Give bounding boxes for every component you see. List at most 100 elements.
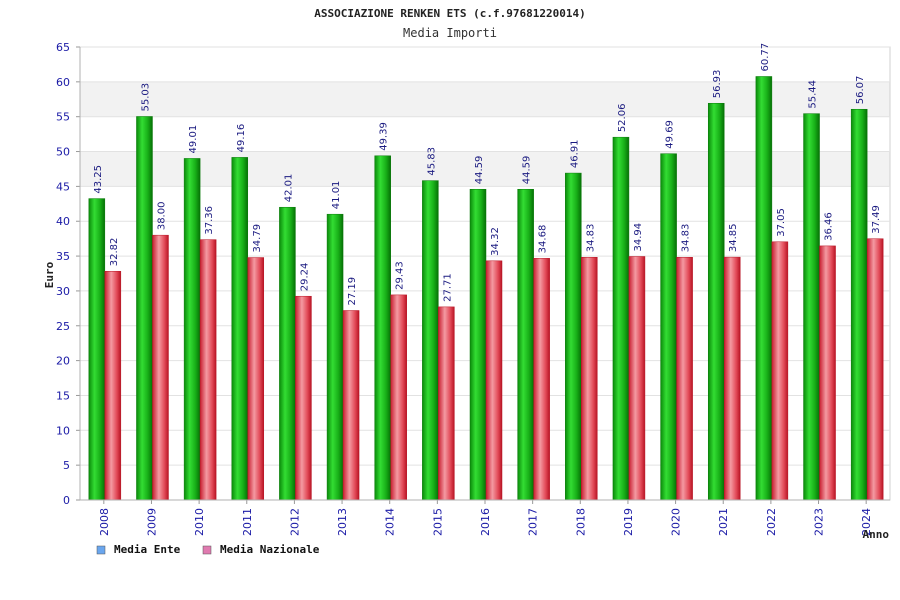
bar-media-ente-2012 xyxy=(279,206,296,501)
value-label-media-ente-2011: 49.16 xyxy=(236,124,247,153)
value-label-media-ente-2020: 49.69 xyxy=(665,120,676,149)
x-tick-label-2020: 2020 xyxy=(670,508,683,536)
legend: Media Ente Media Nazionale xyxy=(96,543,320,556)
x-tick-label-2010: 2010 xyxy=(193,508,206,536)
y-tick-label: 50 xyxy=(56,146,70,159)
bar-media-nazionale-2018 xyxy=(581,257,598,501)
value-label-media-nazionale-2016: 34.32 xyxy=(490,227,501,256)
value-label-media-nazionale-2022: 37.05 xyxy=(776,208,787,237)
legend-swatch-media-nazionale xyxy=(202,545,212,555)
chart-subtitle: Media Importi xyxy=(403,26,497,40)
bar-media-ente-2018 xyxy=(565,172,582,501)
x-tick-label-2011: 2011 xyxy=(241,508,254,536)
value-labels: 43.25 32.82 55.03 38.00 49.01 37.36 49.16 34.79… xyxy=(93,43,882,306)
value-label-media-nazionale-2018: 34.83 xyxy=(585,224,596,253)
value-label-media-ente-2015: 45.83 xyxy=(426,147,437,176)
value-label-media-ente-2008: 43.25 xyxy=(93,165,104,194)
bar-media-ente-2017 xyxy=(517,188,534,501)
x-tick-label-2008: 2008 xyxy=(98,508,111,536)
x-tick-label-2022: 2022 xyxy=(765,508,778,536)
y-tick-label: 5 xyxy=(63,459,70,472)
y-tick-label: 35 xyxy=(56,250,70,263)
bars xyxy=(88,76,884,501)
x-axis-ticks: 2008 2009 2010 2011 2012 2013 2014 2015 2016 2017… xyxy=(98,500,873,536)
value-label-media-nazionale-2012: 29.24 xyxy=(299,263,310,292)
legend-label-media-ente: Media Ente xyxy=(114,543,181,556)
value-label-media-ente-2024: 56.07 xyxy=(855,76,866,105)
bar-media-nazionale-2017 xyxy=(533,258,550,501)
x-tick-label-2018: 2018 xyxy=(574,508,587,536)
bar-media-ente-2024 xyxy=(850,108,868,501)
grid-band xyxy=(80,81,890,117)
value-label-media-ente-2019: 52.06 xyxy=(617,104,628,133)
bar-media-nazionale-2019 xyxy=(628,256,646,501)
value-label-media-nazionale-2009: 38.00 xyxy=(156,202,167,231)
bar-media-nazionale-2012 xyxy=(295,295,312,501)
bar-media-nazionale-2013 xyxy=(342,310,360,501)
y-tick-label: 55 xyxy=(56,111,70,124)
y-axis-ticks: 0 5 10 15 20 25 30 35 40 45 50 55 60 65 xyxy=(56,41,80,507)
value-label-media-nazionale-2008: 32.82 xyxy=(109,238,120,267)
value-label-media-nazionale-2017: 34.68 xyxy=(538,225,549,254)
bar-media-ente-2023 xyxy=(803,113,820,501)
value-label-media-nazionale-2010: 37.36 xyxy=(204,206,215,235)
bar-media-nazionale-2009 xyxy=(152,234,169,501)
y-axis-label: Euro xyxy=(43,261,56,288)
bar-media-nazionale-2010 xyxy=(199,239,217,501)
y-tick-label: 65 xyxy=(56,41,70,54)
x-tick-label-2012: 2012 xyxy=(288,508,301,536)
value-label-media-ente-2010: 49.01 xyxy=(188,125,199,154)
bar-media-ente-2021 xyxy=(707,102,725,501)
legend-swatch-media-ente xyxy=(96,545,106,555)
bar-media-ente-2009 xyxy=(136,116,153,501)
value-label-media-nazionale-2014: 29.43 xyxy=(395,261,406,290)
value-label-media-ente-2021: 56.93 xyxy=(712,70,723,99)
bar-media-nazionale-2022 xyxy=(771,241,789,501)
bar-media-nazionale-2016 xyxy=(485,260,503,501)
value-label-media-nazionale-2023: 36.46 xyxy=(824,212,835,241)
bar-media-ente-2010 xyxy=(183,158,201,501)
y-tick-label: 25 xyxy=(56,320,70,333)
value-label-media-ente-2012: 42.01 xyxy=(283,174,294,203)
value-label-media-ente-2022: 60.77 xyxy=(760,43,771,72)
value-label-media-ente-2023: 55.44 xyxy=(808,80,819,109)
bar-media-ente-2016 xyxy=(469,188,487,501)
value-label-media-ente-2009: 55.03 xyxy=(140,83,151,112)
bar-media-ente-2022 xyxy=(755,76,773,501)
bar-media-nazionale-2014 xyxy=(390,294,407,501)
x-tick-label-2009: 2009 xyxy=(145,508,158,536)
y-tick-label: 10 xyxy=(56,424,70,437)
grid-band xyxy=(80,151,890,187)
bar-media-nazionale-2021 xyxy=(723,256,741,501)
bar-media-nazionale-2011 xyxy=(247,257,265,501)
y-tick-label: 40 xyxy=(56,215,70,228)
x-tick-label-2023: 2023 xyxy=(813,508,826,536)
x-tick-label-2024: 2024 xyxy=(860,508,873,536)
value-label-media-nazionale-2024: 37.49 xyxy=(871,205,882,234)
y-tick-label: 30 xyxy=(56,285,70,298)
bar-media-nazionale-2015 xyxy=(438,306,455,501)
grid-band xyxy=(80,116,890,152)
x-tick-label-2013: 2013 xyxy=(336,508,349,536)
value-label-media-nazionale-2011: 34.79 xyxy=(252,224,263,253)
bar-media-nazionale-2020 xyxy=(676,257,693,501)
value-label-media-nazionale-2013: 27.19 xyxy=(347,277,358,306)
bar-media-ente-2019 xyxy=(612,136,630,501)
chart-title: ASSOCIAZIONE RENKEN ETS (c.f.97681220014… xyxy=(314,7,586,20)
value-label-media-ente-2018: 46.91 xyxy=(569,139,580,168)
value-label-media-nazionale-2020: 34.83 xyxy=(681,224,692,253)
bar-media-ente-2020 xyxy=(660,153,677,501)
value-label-media-ente-2013: 41.01 xyxy=(331,181,342,210)
value-label-media-nazionale-2021: 34.85 xyxy=(728,223,739,252)
value-label-media-nazionale-2019: 34.94 xyxy=(633,223,644,252)
x-tick-label-2017: 2017 xyxy=(527,508,540,536)
bar-media-nazionale-2008 xyxy=(104,271,122,501)
x-tick-label-2016: 2016 xyxy=(479,508,492,536)
bar-media-nazionale-2024 xyxy=(866,238,884,501)
y-tick-label: 0 xyxy=(63,494,70,507)
value-label-media-nazionale-2015: 27.71 xyxy=(442,273,453,302)
x-tick-label-2019: 2019 xyxy=(622,508,635,536)
legend-label-media-nazionale: Media Nazionale xyxy=(220,543,320,556)
bar-media-ente-2014 xyxy=(374,155,391,501)
